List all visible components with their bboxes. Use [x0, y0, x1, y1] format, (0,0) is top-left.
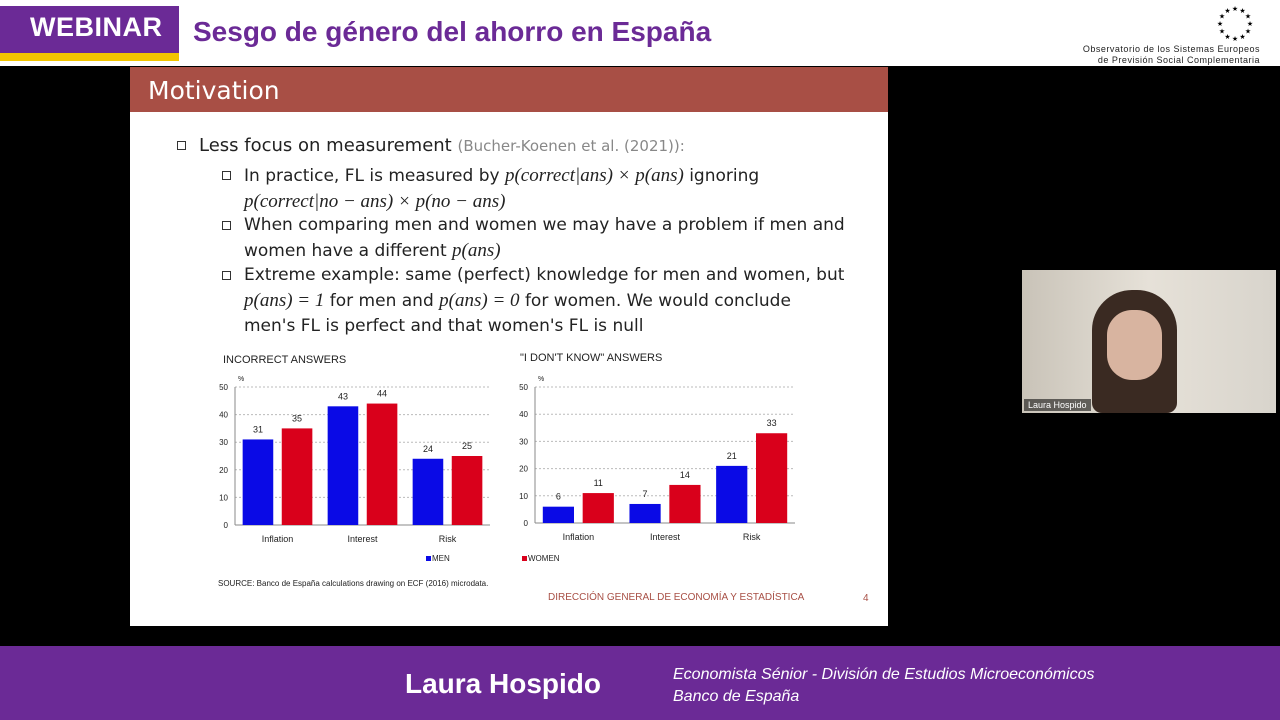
y-tick-label: 10 [519, 492, 528, 501]
presentation-slide: Motivation Less focus on measurement (Bu… [130, 67, 888, 626]
x-tick-label: Inflation [262, 534, 294, 544]
speaker-name: Laura Hospido [405, 668, 602, 699]
y-tick-label: 40 [219, 411, 228, 420]
bar-women [281, 428, 313, 525]
page-number: 4 [863, 593, 869, 604]
star-icon: ★ [1239, 33, 1245, 41]
y-tick-label: 0 [524, 519, 529, 528]
x-tick-label: Interest [650, 532, 681, 542]
data-label: 35 [292, 413, 302, 423]
star-icon: ★ [1239, 7, 1245, 15]
bar-men [542, 506, 574, 523]
sub-bullet-1: In practice, FL is measured by p(correct… [244, 165, 760, 212]
x-tick-label: Risk [439, 534, 457, 544]
star-icon: ★ [1217, 20, 1223, 28]
bar-men [327, 406, 359, 525]
data-label: 21 [727, 451, 737, 461]
star-icon: ★ [1232, 35, 1238, 43]
data-label: 25 [462, 441, 472, 451]
data-label: 33 [767, 418, 777, 428]
bar-women [669, 484, 701, 523]
star-icon: ★ [1219, 28, 1225, 36]
y-tick-label: 50 [219, 383, 228, 392]
chart-source: SOURCE: Banco de España calculations dra… [218, 579, 489, 588]
bullet-icon [222, 171, 231, 180]
bar-women [451, 456, 483, 525]
legend-swatch [522, 556, 527, 561]
data-label: 6 [556, 492, 561, 502]
eu-stars-logo: ★ ★★★★★★★★★★★ [1217, 5, 1253, 43]
x-tick-label: Interest [347, 534, 378, 544]
y-tick-label: 40 [519, 410, 528, 419]
data-label: 24 [423, 444, 433, 454]
star-icon: ★ [1232, 5, 1238, 13]
star-icon: ★ [1245, 13, 1251, 21]
bullet-icon [222, 221, 231, 230]
y-tick-label: 50 [519, 383, 528, 392]
sub-bullet-3: Extreme example: same (perfect) knowledg… [244, 265, 845, 336]
chart-2: "I DON'T KNOW" ANSWERS% 0 10 20 30 40 50 Inflat… [519, 352, 795, 542]
y-tick-label: 10 [219, 493, 228, 502]
bullet-icon [177, 141, 186, 150]
x-tick-label: Risk [743, 532, 761, 542]
y-unit-label: % [238, 376, 244, 383]
y-tick-label: 20 [219, 466, 228, 475]
star-icon: ★ [1219, 13, 1225, 21]
legend-swatch [426, 556, 431, 561]
speaker-lower-third: Laura Hospido Economista Sénior - Divisi… [0, 646, 1280, 720]
bar-men [242, 439, 274, 525]
bullet-1: Less focus on measurement (Bucher-Koenen… [199, 135, 685, 156]
data-label: 43 [338, 391, 348, 401]
star-icon: ★ [1245, 28, 1251, 36]
bar-women [756, 433, 788, 523]
y-tick-label: 0 [224, 521, 229, 530]
y-tick-label: 30 [219, 438, 228, 447]
webinar-title: Sesgo de género del ahorro en España [193, 16, 712, 47]
legend-label: MEN [432, 554, 450, 563]
bar-charts: INCORRECT ANSWERS% 0 10 20 30 40 50 Inflation 31… [219, 352, 795, 563]
chart-title: INCORRECT ANSWERS [223, 354, 346, 366]
organization-name: Observatorio de los Sistemas Europeos de … [1082, 44, 1260, 65]
chart-1: INCORRECT ANSWERS% 0 10 20 30 40 50 Inflation 31… [219, 354, 490, 544]
bar-men [629, 503, 661, 523]
data-label: 7 [643, 489, 648, 499]
speaker-role: Economista Sénior - División de Estudios… [673, 666, 1095, 705]
star-icon: ★ [1224, 33, 1230, 41]
bar-women [582, 493, 614, 523]
webinar-banner: WEBINAR Sesgo de género del ahorro en Es… [0, 0, 1280, 66]
sub-bullet-2: When comparing men and women we may have… [244, 215, 845, 261]
y-tick-label: 30 [519, 437, 528, 446]
participant-name: Laura Hospido [1024, 399, 1091, 411]
y-tick-label: 20 [519, 465, 528, 474]
speaker-face [1107, 310, 1162, 380]
bar-men [716, 465, 748, 523]
y-unit-label: % [538, 376, 544, 383]
chart-title: "I DON'T KNOW" ANSWERS [520, 352, 662, 364]
data-label: 14 [680, 470, 690, 480]
bar-women [366, 403, 398, 525]
slide-footer: DIRECCIÓN GENERAL DE ECONOMÍA Y ESTADÍST… [548, 592, 805, 603]
data-label: 11 [594, 478, 603, 488]
legend-label: WOMEN [528, 554, 560, 563]
x-tick-label: Inflation [563, 532, 595, 542]
star-icon: ★ [1224, 7, 1230, 15]
data-label: 31 [253, 424, 263, 434]
bar-men [412, 458, 444, 525]
speaker-video[interactable]: Laura Hospido [1022, 270, 1276, 413]
webinar-badge: WEBINAR [0, 6, 179, 61]
bullet-icon [222, 271, 231, 280]
star-icon: ★ [1247, 20, 1253, 28]
data-label: 44 [377, 389, 387, 399]
slide-title: Motivation [130, 67, 888, 112]
